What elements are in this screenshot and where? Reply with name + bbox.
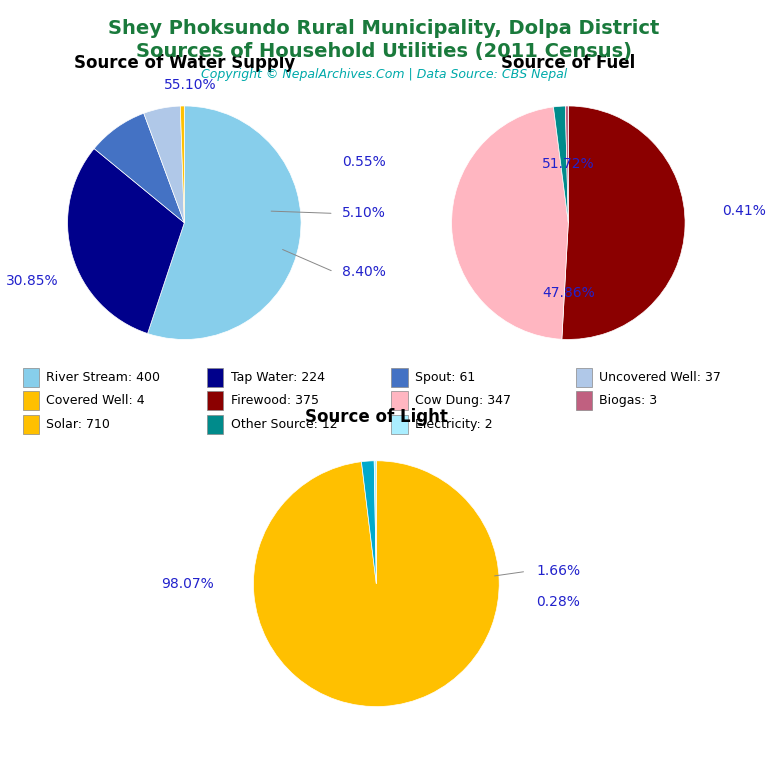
FancyBboxPatch shape [23,368,39,387]
FancyBboxPatch shape [392,368,408,387]
Text: Sources of Household Utilities (2011 Census): Sources of Household Utilities (2011 Cen… [136,42,632,61]
Text: 55.10%: 55.10% [164,78,217,92]
Title: Source of Light: Source of Light [305,408,448,425]
Text: 98.07%: 98.07% [161,577,214,591]
Text: Solar: 710: Solar: 710 [46,418,110,431]
Text: Electricity: 2: Electricity: 2 [415,418,492,431]
FancyBboxPatch shape [207,368,223,387]
Text: Shey Phoksundo Rural Municipality, Dolpa District: Shey Phoksundo Rural Municipality, Dolpa… [108,19,660,38]
FancyBboxPatch shape [207,415,223,434]
Text: 0.28%: 0.28% [536,595,580,609]
Text: Copyright © NepalArchives.Com | Data Source: CBS Nepal: Copyright © NepalArchives.Com | Data Sou… [201,68,567,81]
Text: Uncovered Well: 37: Uncovered Well: 37 [599,371,721,384]
Wedge shape [68,148,184,333]
Title: Source of Water Supply: Source of Water Supply [74,55,295,72]
Text: 1.66%: 1.66% [536,564,580,578]
Wedge shape [374,461,376,584]
Wedge shape [144,106,184,223]
FancyBboxPatch shape [207,391,223,410]
Wedge shape [253,461,499,707]
Text: 5.10%: 5.10% [342,207,386,220]
Text: Biogas: 3: Biogas: 3 [599,394,657,407]
Text: 0.55%: 0.55% [342,155,386,169]
Text: 8.40%: 8.40% [342,265,386,279]
FancyBboxPatch shape [576,368,592,387]
Text: 47.86%: 47.86% [542,286,594,300]
Wedge shape [562,106,685,339]
FancyBboxPatch shape [23,391,39,410]
Wedge shape [94,113,184,223]
Text: Tap Water: 224: Tap Water: 224 [230,371,325,384]
Text: River Stream: 400: River Stream: 400 [46,371,161,384]
FancyBboxPatch shape [576,391,592,410]
Wedge shape [180,106,184,223]
Wedge shape [147,106,301,339]
Text: Other Source: 12: Other Source: 12 [230,418,337,431]
Text: 51.72%: 51.72% [542,157,594,171]
Text: Cow Dung: 347: Cow Dung: 347 [415,394,511,407]
Text: Firewood: 375: Firewood: 375 [230,394,319,407]
FancyBboxPatch shape [392,391,408,410]
Title: Source of Fuel: Source of Fuel [502,55,635,72]
Text: 0.41%: 0.41% [723,204,766,218]
Wedge shape [452,107,568,339]
Text: Covered Well: 4: Covered Well: 4 [46,394,145,407]
Wedge shape [362,461,376,584]
Wedge shape [554,106,568,223]
Text: Spout: 61: Spout: 61 [415,371,475,384]
FancyBboxPatch shape [392,415,408,434]
Wedge shape [565,106,568,223]
FancyBboxPatch shape [23,415,39,434]
Text: 30.85%: 30.85% [6,274,59,288]
